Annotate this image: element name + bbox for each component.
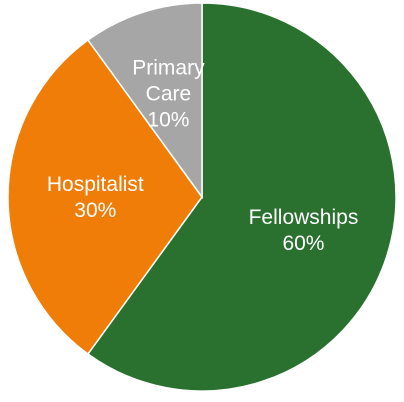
pie-labels: Fellowships 60% Hospitalist 30% Primary Care 1… <box>47 57 358 255</box>
slice-label-line: Hospitalist <box>47 173 144 196</box>
slice-label-hospitalist: Hospitalist 30% <box>47 173 144 222</box>
pie-slices <box>7 2 397 392</box>
slice-label-line: 10% <box>147 109 189 132</box>
pie-slice-hospitalist <box>7 39 203 355</box>
slice-label-line: 30% <box>74 199 116 222</box>
slice-label-line: Care <box>146 83 192 106</box>
pie-slice-fellowships <box>86 2 397 392</box>
slice-label-line: Fellowships <box>249 206 359 229</box>
slice-label-line: Primary <box>132 57 205 80</box>
slice-label-fellowships: Fellowships 60% <box>249 206 359 255</box>
pie-slice-primary-care <box>86 2 203 200</box>
slice-label-primary-care: Primary Care 10% <box>132 57 205 132</box>
slice-label-line: 60% <box>282 232 324 255</box>
